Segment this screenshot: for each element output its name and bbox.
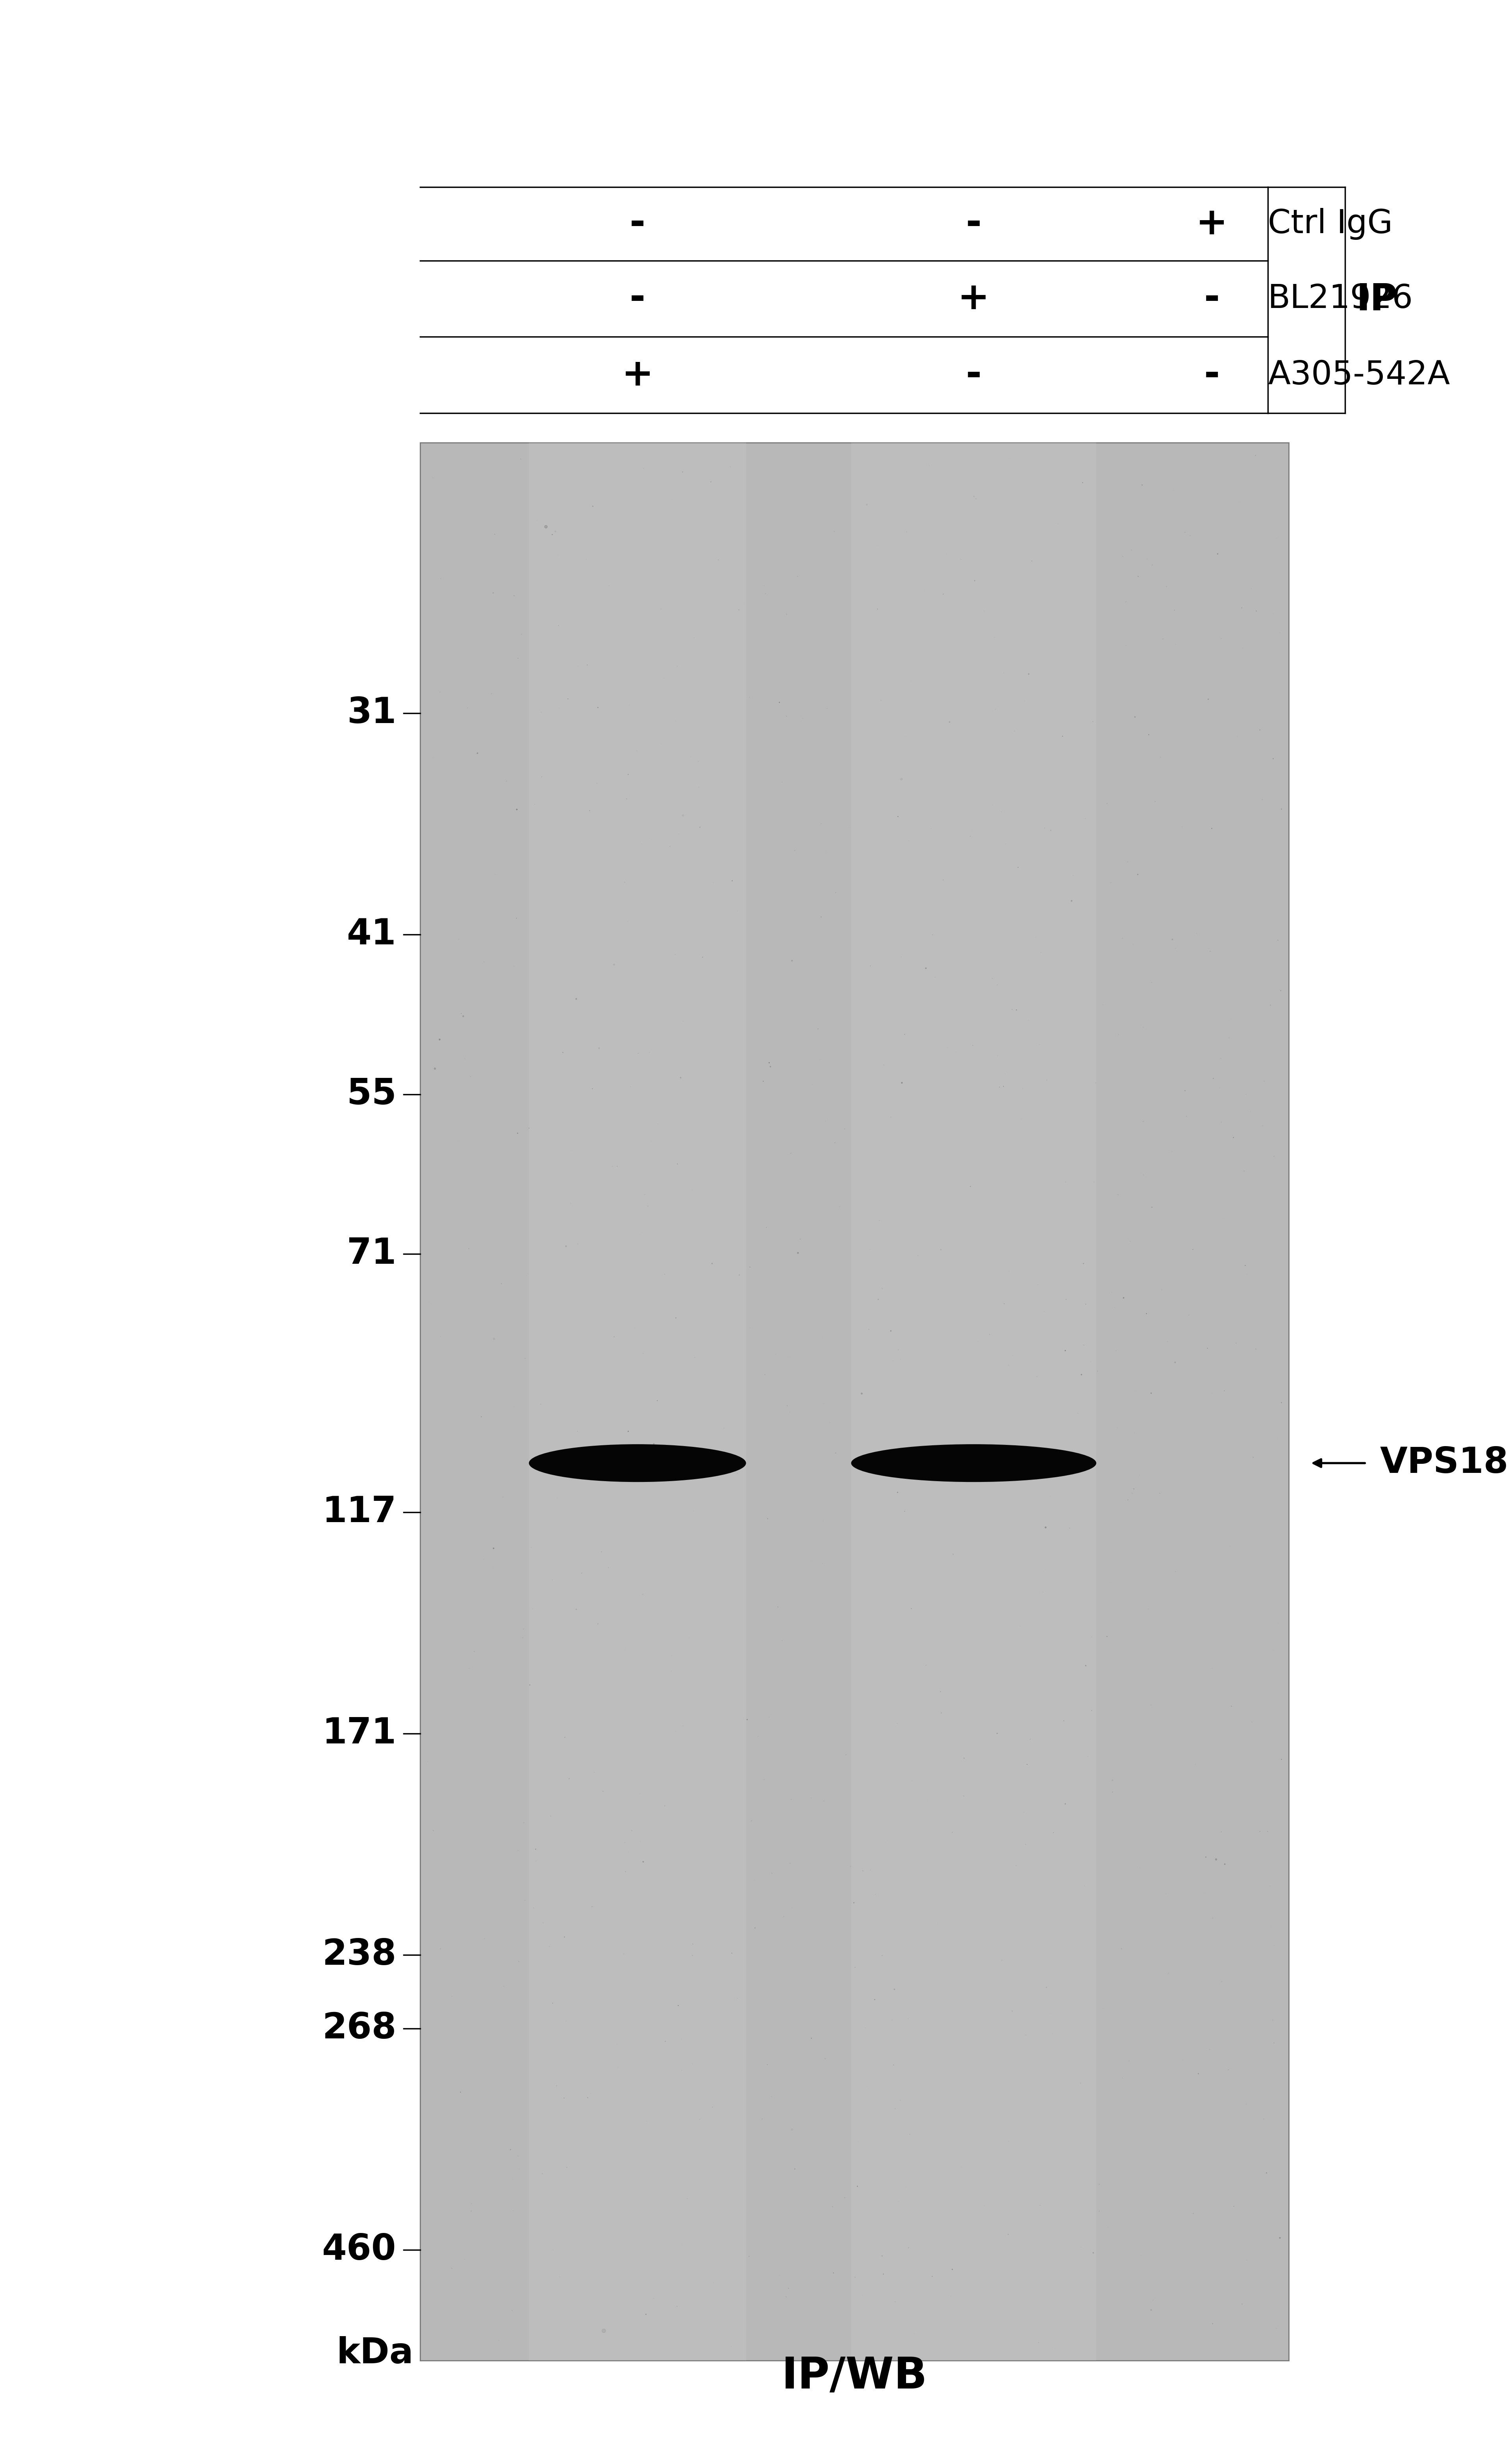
Text: +: + xyxy=(621,357,653,393)
Text: 238: 238 xyxy=(322,1938,396,1972)
Text: +: + xyxy=(957,280,990,317)
FancyBboxPatch shape xyxy=(529,443,745,2361)
Text: +: + xyxy=(1196,207,1228,241)
FancyBboxPatch shape xyxy=(420,443,1288,2361)
Text: 117: 117 xyxy=(322,1495,396,1529)
Text: -: - xyxy=(1204,280,1220,317)
Text: 268: 268 xyxy=(322,2011,396,2046)
Text: -: - xyxy=(1204,357,1220,393)
Text: VPS18: VPS18 xyxy=(1380,1446,1509,1480)
Text: 41: 41 xyxy=(348,917,396,952)
Text: -: - xyxy=(966,357,981,393)
Ellipse shape xyxy=(529,1443,745,1483)
FancyBboxPatch shape xyxy=(851,443,1096,2361)
Text: 31: 31 xyxy=(348,696,396,730)
Text: 71: 71 xyxy=(348,1237,396,1271)
Text: -: - xyxy=(629,207,646,241)
Text: BL21926: BL21926 xyxy=(1269,283,1414,315)
Text: -: - xyxy=(966,207,981,241)
Text: A305-542A: A305-542A xyxy=(1269,359,1450,391)
Text: IP/WB: IP/WB xyxy=(782,2356,928,2398)
Ellipse shape xyxy=(851,1443,1096,1483)
Text: 460: 460 xyxy=(322,2233,396,2267)
Text: IP: IP xyxy=(1356,283,1397,317)
Text: Ctrl IgG: Ctrl IgG xyxy=(1269,209,1393,239)
Text: 55: 55 xyxy=(346,1077,396,1111)
Text: -: - xyxy=(629,280,646,317)
Text: 171: 171 xyxy=(322,1716,396,1751)
Text: kDa: kDa xyxy=(336,2336,413,2370)
